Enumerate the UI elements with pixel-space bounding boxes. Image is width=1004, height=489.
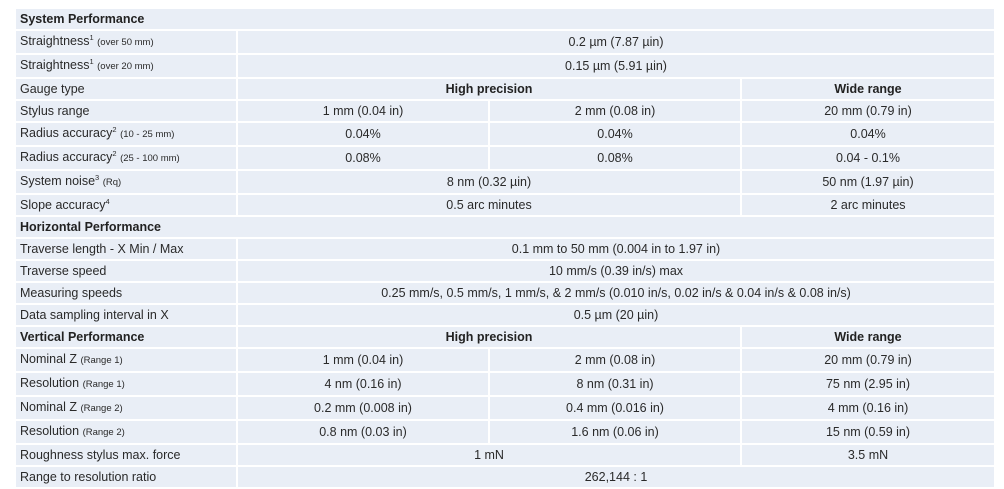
table-row: Range to resolution ratio 262,144 : 1 [16, 467, 994, 487]
row-value: 262,144 : 1 [238, 467, 994, 487]
cell-value: 2 arc minutes [742, 195, 994, 215]
section-title: Horizontal Performance [16, 217, 994, 237]
table-row: Nominal Z (Range 1) 1 mm (0.04 in) 2 mm … [16, 349, 994, 371]
row-label: Gauge type [16, 79, 236, 99]
cell-value: 0.04 - 0.1% [742, 147, 994, 169]
table-row: System noise3 (Rq) 8 nm (0.32 µin) 50 nm… [16, 171, 994, 193]
row-label: Roughness stylus max. force [16, 445, 236, 465]
table-row: Stylus range 1 mm (0.04 in) 2 mm (0.08 i… [16, 101, 994, 121]
row-label: Traverse speed [16, 261, 236, 281]
cell-value: 8 nm (0.32 µin) [238, 171, 740, 193]
cell-value: 4 mm (0.16 in) [742, 397, 994, 419]
row-label: Straightness1 (over 20 mm) [16, 55, 236, 77]
table-row: Nominal Z (Range 2) 0.2 mm (0.008 in) 0.… [16, 397, 994, 419]
cell-value: 4 nm (0.16 in) [238, 373, 488, 395]
row-label: Straightness1 (over 50 mm) [16, 31, 236, 53]
cell-value: 1.6 nm (0.06 in) [490, 421, 740, 443]
row-label: Nominal Z (Range 1) [16, 349, 236, 371]
row-label: System noise3 (Rq) [16, 171, 236, 193]
table-row: Data sampling interval in X 0.5 µm (20 µ… [16, 305, 994, 325]
row-label: Resolution (Range 1) [16, 373, 236, 395]
section-row-horizontal-performance: Horizontal Performance [16, 217, 994, 237]
column-header-wide-range: Wide range [742, 79, 994, 99]
table-row: Resolution (Range 1) 4 nm (0.16 in) 8 nm… [16, 373, 994, 395]
cell-value: 2 mm (0.08 in) [490, 101, 740, 121]
table-row: Radius accuracy2 (25 - 100 mm) 0.08% 0.0… [16, 147, 994, 169]
cell-value: 0.08% [490, 147, 740, 169]
table-row: Measuring speeds 0.25 mm/s, 0.5 mm/s, 1 … [16, 283, 994, 303]
cell-value: 0.8 nm (0.03 in) [238, 421, 488, 443]
cell-value: 0.2 mm (0.008 in) [238, 397, 488, 419]
specifications-table: System Performance Straightness1 (over 5… [14, 7, 996, 489]
section-row-vertical-performance: Vertical Performance High precision Wide… [16, 327, 994, 347]
table-row: Slope accuracy4 0.5 arc minutes 2 arc mi… [16, 195, 994, 215]
column-header-wide-range: Wide range [742, 327, 994, 347]
row-label: Stylus range [16, 101, 236, 121]
cell-value: 20 mm (0.79 in) [742, 349, 994, 371]
row-label: Nominal Z (Range 2) [16, 397, 236, 419]
table-row: Straightness1 (over 50 mm) 0.2 µm (7.87 … [16, 31, 994, 53]
cell-value: 2 mm (0.08 in) [490, 349, 740, 371]
row-label: Data sampling interval in X [16, 305, 236, 325]
cell-value: 0.04% [490, 123, 740, 145]
row-value: 0.5 µm (20 µin) [238, 305, 994, 325]
column-header-high-precision: High precision [238, 327, 740, 347]
cell-value: 0.4 mm (0.016 in) [490, 397, 740, 419]
table-row: Resolution (Range 2) 0.8 nm (0.03 in) 1.… [16, 421, 994, 443]
cell-value: 50 nm (1.97 µin) [742, 171, 994, 193]
row-value: 0.25 mm/s, 0.5 mm/s, 1 mm/s, & 2 mm/s (0… [238, 283, 994, 303]
table-row: Traverse length - X Min / Max 0.1 mm to … [16, 239, 994, 259]
row-label: Traverse length - X Min / Max [16, 239, 236, 259]
spec-table-wrapper: System Performance Straightness1 (over 5… [14, 7, 994, 489]
cell-value: 75 nm (2.95 in) [742, 373, 994, 395]
row-label: Slope accuracy4 [16, 195, 236, 215]
cell-value: 3.5 mN [742, 445, 994, 465]
cell-value: 8 nm (0.31 in) [490, 373, 740, 395]
table-row: Traverse speed 10 mm/s (0.39 in/s) max [16, 261, 994, 281]
cell-value: 0.08% [238, 147, 488, 169]
cell-value: 0.5 arc minutes [238, 195, 740, 215]
row-value: 0.1 mm to 50 mm (0.004 in to 1.97 in) [238, 239, 994, 259]
row-label: Radius accuracy2 (10 - 25 mm) [16, 123, 236, 145]
cell-value: 20 mm (0.79 in) [742, 101, 994, 121]
row-label: Radius accuracy2 (25 - 100 mm) [16, 147, 236, 169]
cell-value: 15 nm (0.59 in) [742, 421, 994, 443]
section-title: Vertical Performance [16, 327, 236, 347]
section-row-system-performance: System Performance [16, 9, 994, 29]
table-row: Roughness stylus max. force 1 mN 3.5 mN [16, 445, 994, 465]
section-title: System Performance [16, 9, 994, 29]
table-row: Radius accuracy2 (10 - 25 mm) 0.04% 0.04… [16, 123, 994, 145]
cell-value: 0.04% [742, 123, 994, 145]
row-label: Measuring speeds [16, 283, 236, 303]
cell-value: 1 mN [238, 445, 740, 465]
row-value: 10 mm/s (0.39 in/s) max [238, 261, 994, 281]
column-header-high-precision: High precision [238, 79, 740, 99]
table-row: Straightness1 (over 20 mm) 0.15 µm (5.91… [16, 55, 994, 77]
table-row: Gauge type High precision Wide range [16, 79, 994, 99]
cell-value: 1 mm (0.04 in) [238, 349, 488, 371]
row-value: 0.15 µm (5.91 µin) [238, 55, 994, 77]
row-label: Range to resolution ratio [16, 467, 236, 487]
row-value: 0.2 µm (7.87 µin) [238, 31, 994, 53]
cell-value: 1 mm (0.04 in) [238, 101, 488, 121]
cell-value: 0.04% [238, 123, 488, 145]
row-label: Resolution (Range 2) [16, 421, 236, 443]
